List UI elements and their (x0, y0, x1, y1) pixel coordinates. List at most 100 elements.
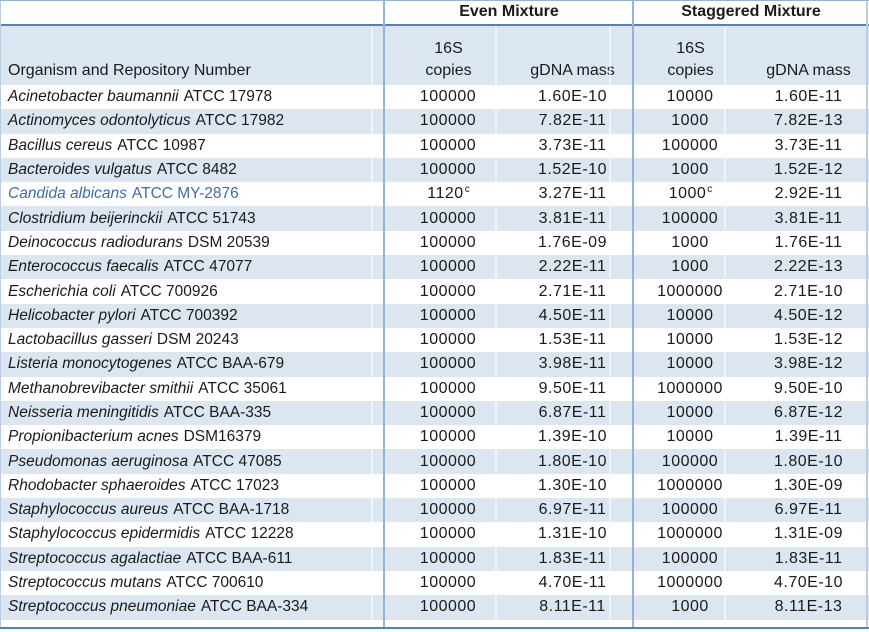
even-gdna-value: 9.50E-11 (538, 379, 607, 397)
staggered-copies-value: 1000000 (657, 574, 723, 592)
organism-cell: Methanobrevibacter smithii ATCC 35061 (0, 377, 385, 401)
repository-number: ATCC 35061 (198, 379, 287, 397)
staggered-gdna-mass-cell: 1.53E-12 (748, 328, 869, 352)
organism-name: Deinococcus radiodurans (8, 233, 183, 251)
organism-cell: Lactobacillus gasseri DSM 20243 (0, 328, 385, 352)
even-gdna-value: 1.31E-10 (538, 525, 607, 543)
staggered-16s-copies-cell: 10000 (633, 328, 748, 352)
organism-cell: Candida albicans ATCC MY-2876 (0, 182, 385, 206)
staggered-copies-value: 1000 (671, 233, 709, 251)
organism-cell: Streptococcus pneumoniae ATCC BAA-334 (0, 595, 385, 619)
table-row: Escherichia coli ATCC 700926 100000 2.71… (0, 279, 869, 303)
header-gdna-label: gDNA mass (530, 62, 615, 79)
organism-name: Enterococcus faecalis (8, 258, 159, 276)
table-top-border (0, 0, 869, 1)
even-copies-value: 100000 (419, 331, 477, 349)
table-row: Helicobacter pylori ATCC 700392 100000 4… (0, 303, 869, 328)
repository-number: DSM 20539 (187, 233, 270, 251)
table-row: Acinetobacter baumannii ATCC 17978 10000… (0, 85, 869, 109)
organism-name: Neisseria meningitidis (8, 404, 159, 421)
staggered-gdna-mass-cell: 1.80E-10 (748, 449, 869, 473)
staggered-copies-value: 10000 (666, 88, 714, 106)
even-gdna-mass-cell: 1.53E-11 (512, 328, 633, 352)
organism-name: Bacteroides vulgatus (8, 161, 152, 179)
table-row: Listeria monocytogenes ATCC BAA-679 1000… (0, 352, 869, 377)
even-gdna-value: 1.52E-10 (538, 161, 607, 179)
repository-number: ATCC BAA-335 (163, 404, 272, 421)
table-row: Methanobrevibacter smithii ATCC 35061 10… (0, 377, 869, 401)
even-gdna-mass-cell: 2.71E-11 (512, 279, 633, 303)
even-16s-copies-cell: 100000 (385, 231, 512, 255)
staggered-16s-copies-cell: 1000000 (633, 571, 748, 595)
organism-cell: Rhodobacter sphaeroides ATCC 17023 (0, 474, 385, 498)
table-row: Staphylococcus aureus ATCC BAA-1718 1000… (0, 498, 869, 523)
repository-number: ATCC BAA-1718 (173, 501, 290, 519)
footnote-marker: c (464, 184, 470, 195)
even-16s-copies-cell: 100000 (385, 279, 512, 303)
staggered-gdna-value: 1.31E-09 (774, 525, 843, 543)
staggered-16s-copies-cell: 1000000 (633, 474, 748, 498)
even-gdna-value: 1.39E-10 (538, 428, 607, 446)
even-gdna-value: 2.22E-11 (538, 258, 607, 276)
organism-name: Acinetobacter baumannii (8, 88, 179, 106)
even-gdna-value: 8.11E-11 (539, 598, 606, 616)
even-copies-value: 100000 (419, 209, 477, 227)
organism-cell: Propionibacterium acnes DSM16379 (0, 425, 385, 449)
even-gdna-value: 1.60E-10 (538, 88, 607, 106)
even-mixture-header: Even Mixture (459, 3, 559, 20)
organism-name: Methanobrevibacter smithii (8, 379, 194, 397)
repository-number: ATCC 17978 (183, 88, 273, 106)
staggered-gdna-value: 3.73E-11 (774, 136, 843, 154)
staggered-16s-copies-cell: 100000 (633, 498, 748, 522)
staggered-copies-value: 10000 (666, 331, 714, 349)
staggered-gdna-value: 7.82E-13 (774, 112, 843, 130)
staggered-16s-copies-header: 16S copies (633, 26, 748, 85)
header-16s-line: 16S (676, 40, 705, 57)
staggered-gdna-mass-cell: 1.30E-09 (748, 474, 869, 498)
even-gdna-mass-cell: 1.80E-10 (512, 449, 633, 473)
even-copies-value: 100000 (419, 549, 477, 567)
staggered-copies-value: 100000 (661, 501, 719, 519)
staggered-gdna-value: 1.80E-10 (774, 452, 843, 470)
faint-gridline (724, 27, 726, 622)
organism-cell: Deinococcus radiodurans DSM 20539 (0, 231, 385, 255)
staggered-gdna-value: 3.98E-12 (774, 355, 843, 373)
even-copies-value: 100000 (419, 233, 477, 251)
even-gdna-value: 3.27E-11 (538, 185, 607, 203)
even-gdna-mass-cell: 6.87E-11 (512, 401, 633, 425)
faint-gridline (609, 27, 611, 622)
divider-even-staggered (632, 0, 634, 628)
staggered-gdna-mass-cell: 1.83E-11 (748, 547, 869, 571)
repository-number: DSM 20243 (156, 331, 239, 349)
even-gdna-mass-cell: 4.50E-11 (512, 304, 633, 328)
staggered-gdna-value: 8.11E-13 (774, 598, 843, 616)
even-copies-value: 100000 (419, 258, 477, 276)
organism-cell: Escherichia coli ATCC 700926 (0, 279, 385, 303)
organism-name: Listeria monocytogenes (8, 355, 172, 373)
staggered-16s-copies-cell: 10000 (633, 85, 748, 109)
organism-name: Actinomyces odontolyticus (8, 112, 191, 130)
repository-number: ATCC 17023 (190, 476, 279, 494)
staggered-copies-value: 1000 (671, 258, 709, 276)
even-copies-value: 100000 (419, 161, 477, 179)
even-16s-copies-header: 16S copies (385, 26, 512, 85)
organism-cell: Staphylococcus epidermidis ATCC 12228 (0, 522, 385, 546)
staggered-gdna-mass-cell: 3.98E-12 (748, 352, 869, 376)
table-bottom-border (0, 627, 869, 629)
staggered-copies-value: 1000 (668, 185, 707, 203)
staggered-gdna-mass-cell: 2.71E-10 (748, 279, 869, 303)
table-row: Streptococcus agalactiae ATCC BAA-611 10… (0, 546, 869, 571)
even-gdna-mass-cell: 1.52E-10 (512, 158, 633, 182)
staggered-gdna-value: 1.30E-09 (774, 476, 843, 494)
even-gdna-value: 1.53E-11 (538, 331, 607, 349)
table-row: Streptococcus pneumoniae ATCC BAA-334 10… (0, 595, 869, 620)
staggered-16s-copies-cell: 10000 (633, 304, 748, 328)
staggered-gdna-mass-cell: 1.31E-09 (748, 522, 869, 546)
organism-cell: Neisseria meningitidis ATCC BAA-335 (0, 401, 385, 425)
organism-cell: Bacillus cereus ATCC 10987 (0, 134, 385, 158)
staggered-gdna-mass-cell: 3.73E-11 (748, 134, 869, 158)
even-gdna-value: 3.73E-11 (538, 136, 607, 154)
staggered-copies-value: 1000 (671, 112, 709, 130)
organism-cell: Listeria monocytogenes ATCC BAA-679 (0, 352, 385, 376)
organism-cell: Streptococcus agalactiae ATCC BAA-611 (0, 547, 385, 571)
